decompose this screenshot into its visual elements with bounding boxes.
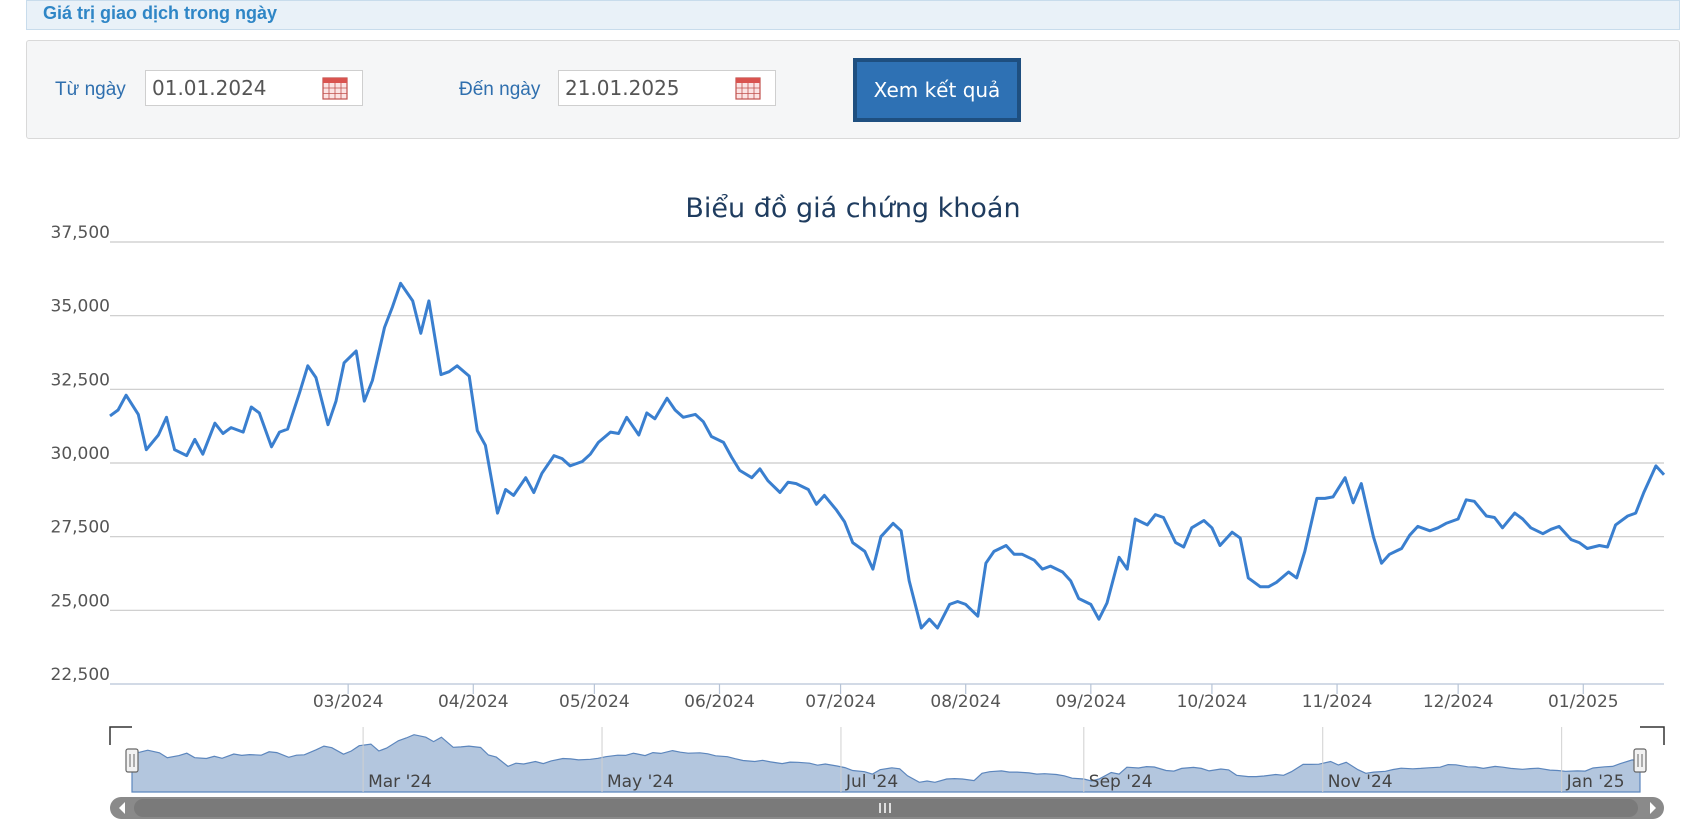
x-tick-label: 05/2024 — [559, 692, 630, 712]
chart-title: Biểu đồ giá chứng khoán — [685, 193, 1020, 224]
navigator-area — [131, 734, 1641, 793]
x-tick-label: 08/2024 — [930, 692, 1001, 712]
gridlines — [110, 241, 1664, 685]
y-axis-ticks: 22,500 25,000 27,500 30,000 32,500 35,000 37,5… — [51, 223, 110, 685]
y-tick-label: 25,000 — [51, 591, 110, 611]
view-results-button[interactable]: Xem kết quả — [853, 58, 1021, 122]
x-tick-label: 10/2024 — [1177, 692, 1248, 712]
y-tick-label: 30,000 — [51, 444, 110, 464]
section-header: Giá trị giao dịch trong ngày — [26, 0, 1680, 30]
navigator-label: May '24 — [607, 772, 674, 792]
calendar-icon[interactable] — [735, 76, 761, 100]
navigator-label: Sep '24 — [1089, 772, 1153, 792]
from-date-field[interactable] — [145, 70, 363, 106]
x-axis-ticks: 03/2024 04/2024 05/2024 06/2024 07/2024 08/20… — [313, 684, 1619, 712]
x-tick-label: 11/2024 — [1302, 692, 1373, 712]
scroll-right-arrow-icon[interactable] — [1650, 802, 1656, 814]
navigator-label: Nov '24 — [1328, 772, 1393, 792]
from-date-input[interactable] — [146, 71, 322, 105]
navigator-outline-left — [109, 726, 132, 745]
x-tick-label: 06/2024 — [684, 692, 755, 712]
navigator-handle-left[interactable] — [125, 748, 139, 773]
scroll-left-arrow-icon[interactable] — [119, 802, 125, 814]
navigator-label: Mar '24 — [368, 772, 432, 792]
navigator-outline-right — [1640, 726, 1665, 745]
y-tick-label: 22,500 — [51, 665, 110, 685]
to-date-field[interactable] — [558, 70, 776, 106]
calendar-icon[interactable] — [322, 76, 348, 100]
from-date-label: Từ ngày — [55, 79, 126, 100]
price-series-line — [109, 281, 1666, 630]
navigator-label: Jan '25 — [1566, 772, 1625, 792]
x-tick-label: 04/2024 — [438, 692, 509, 712]
x-tick-label: 03/2024 — [313, 692, 384, 712]
x-tick-label: 07/2024 — [805, 692, 876, 712]
x-tick-label: 01/2025 — [1548, 692, 1619, 712]
navigator-label: Jul '24 — [845, 772, 898, 792]
section-title: Giá trị giao dịch trong ngày — [43, 3, 278, 23]
to-date-label: Đến ngày — [459, 79, 541, 100]
date-filter-panel: Từ ngày Đến ngày Xem kết quả — [26, 40, 1680, 139]
navigator-handle-right[interactable] — [1633, 748, 1647, 773]
x-tick-label: 09/2024 — [1056, 692, 1127, 712]
range-navigator: Mar '24 May '24 Jul '24 Sep '24 Nov '24 Jan '… — [109, 726, 1665, 819]
y-tick-label: 35,000 — [51, 297, 110, 317]
y-tick-label: 32,500 — [51, 370, 110, 390]
y-tick-label: 27,500 — [51, 518, 110, 538]
y-tick-label: 37,500 — [51, 223, 110, 243]
x-tick-label: 12/2024 — [1423, 692, 1494, 712]
to-date-input[interactable] — [559, 71, 735, 105]
scrollbar-thumb[interactable] — [134, 799, 1638, 817]
